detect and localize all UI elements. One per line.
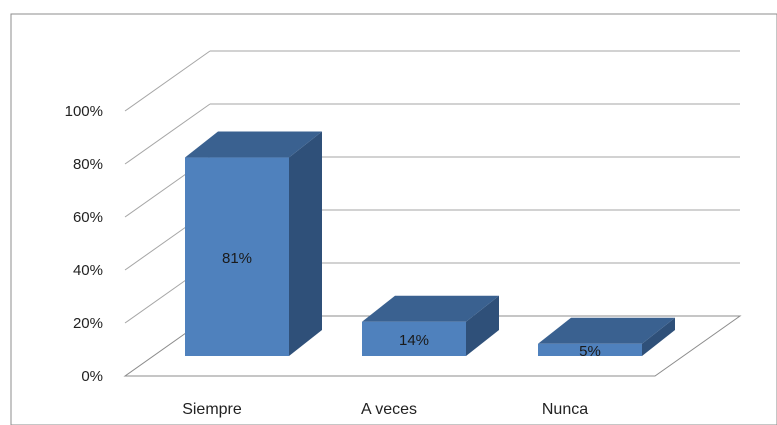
y-tick-label: 0% <box>81 368 103 385</box>
gridline-side <box>124 103 211 165</box>
chart-floor <box>123 315 742 377</box>
bar-front <box>538 343 642 356</box>
bar-top <box>362 295 499 322</box>
bar-siempre: 81% <box>185 131 322 356</box>
chart-border <box>10 13 777 425</box>
bar-front <box>185 157 289 356</box>
bar-top <box>185 131 322 158</box>
y-tick-label: 40% <box>73 262 103 279</box>
y-axis: 0% 20% 40% 60% 80% 100% <box>65 103 103 385</box>
bar-side <box>466 295 499 356</box>
x-tick-label: Nunca <box>542 401 588 418</box>
x-tick-label: Siempre <box>182 401 242 418</box>
y-tick-label: 20% <box>73 315 103 332</box>
bar-front <box>362 321 466 356</box>
bar-top <box>538 317 675 344</box>
data-label: 14% <box>399 332 429 349</box>
bars: 81% 14% 5% <box>185 131 675 360</box>
x-tick-label: A veces <box>361 401 417 418</box>
gridline-side <box>124 50 211 112</box>
y-tick-label: 100% <box>65 103 103 120</box>
x-axis: Siempre A veces Nunca <box>182 401 588 418</box>
y-tick-label: 60% <box>73 209 103 226</box>
data-label: 5% <box>579 343 601 360</box>
bar-a-veces: 14% <box>362 295 499 356</box>
bar-side <box>289 131 322 356</box>
floor-outline <box>123 315 742 377</box>
bar-side <box>642 317 675 356</box>
y-tick-label: 80% <box>73 156 103 173</box>
bar-nunca: 5% <box>538 317 675 360</box>
data-label: 81% <box>222 250 252 267</box>
